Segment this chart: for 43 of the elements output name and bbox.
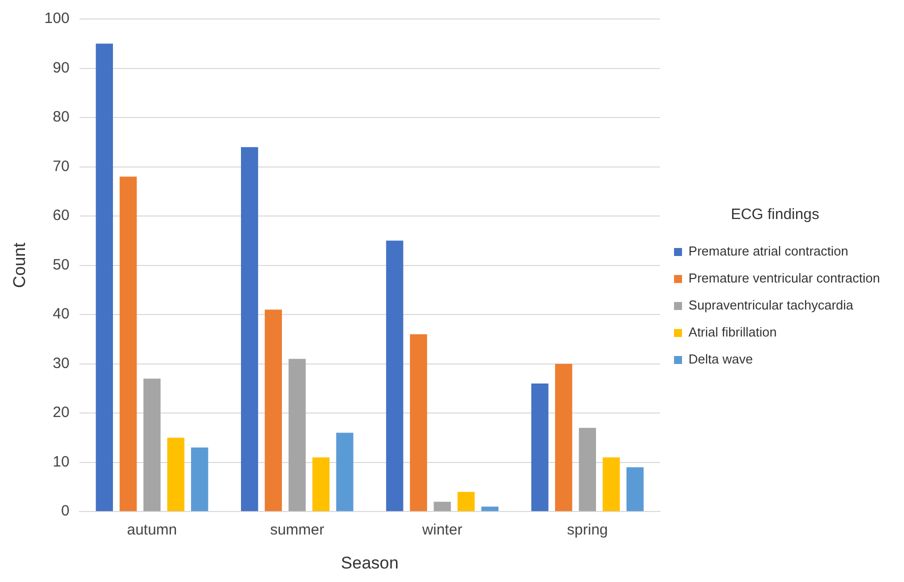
bar <box>312 457 330 512</box>
y-tick-label: 30 <box>52 354 70 372</box>
bar <box>264 310 282 512</box>
bar <box>120 176 137 512</box>
bar <box>143 378 161 512</box>
bar <box>458 492 475 512</box>
y-tick-label: 10 <box>52 453 70 470</box>
bar <box>336 432 354 512</box>
y-tick-label: 60 <box>52 207 70 224</box>
legend-label: Atrial fibrillation <box>688 324 777 340</box>
y-axis-title: Count <box>10 242 29 288</box>
legend-label: Delta wave <box>688 352 753 367</box>
x-axis-title: Season <box>340 553 399 572</box>
bar <box>555 364 572 512</box>
bar <box>96 44 113 512</box>
legend-title: ECG findings <box>730 206 820 224</box>
y-tick-label: 70 <box>52 158 70 175</box>
bar <box>410 334 428 512</box>
y-tick-label: 20 <box>52 404 70 422</box>
legend-label: Premature atrial contraction <box>688 244 848 259</box>
bar <box>191 448 208 512</box>
legend-label: Premature ventricular contraction <box>688 270 880 286</box>
bar <box>386 240 404 512</box>
y-tick-label: 40 <box>52 306 70 323</box>
legend-label: Supraventricular tachycardia <box>688 298 854 313</box>
bar <box>531 384 548 512</box>
bar <box>626 467 644 512</box>
x-tick-label: autumn <box>126 522 178 539</box>
bar <box>602 457 620 512</box>
x-tick-label: winter <box>421 522 462 539</box>
bar <box>240 147 258 512</box>
x-tick-label: summer <box>270 522 324 539</box>
y-tick-label: 80 <box>52 108 70 126</box>
y-tick-label: 90 <box>52 59 70 76</box>
bar <box>578 428 596 512</box>
x-tick-label: spring <box>567 522 608 539</box>
y-tick-label: 50 <box>52 256 70 274</box>
bar <box>481 506 498 512</box>
bar <box>288 358 306 512</box>
y-tick-label: 100 <box>44 10 70 28</box>
y-tick-label: 0 <box>61 502 70 520</box>
bar <box>434 502 451 512</box>
bar <box>167 438 184 512</box>
